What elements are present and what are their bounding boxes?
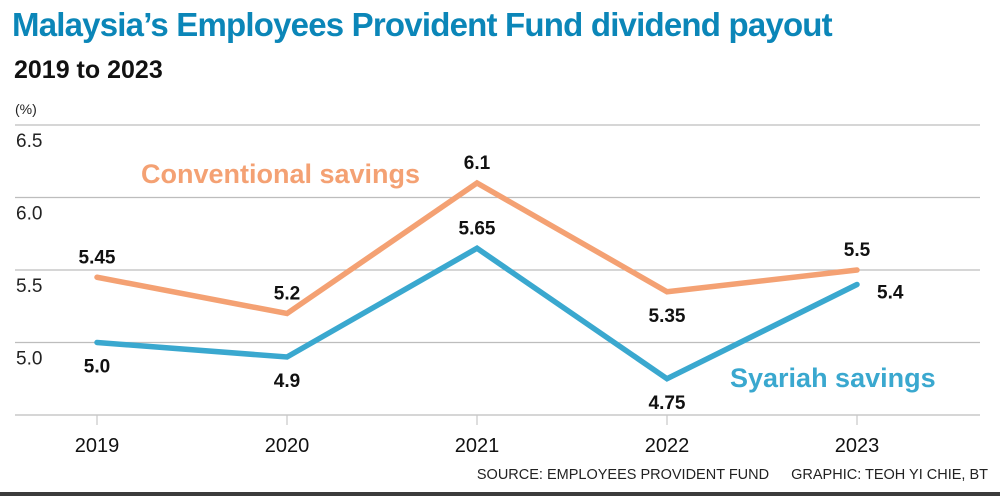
y-tick-label: 5.0 (16, 349, 42, 370)
y-tick-label: 6.5 (16, 131, 42, 152)
data-label: 5.5 (844, 240, 871, 261)
data-label: 5.35 (649, 306, 686, 327)
x-axis-ticks: 2019 2020 2021 2022 2023 (75, 415, 880, 457)
legend-label-conventional: Conventional savings (141, 159, 420, 189)
x-tick-label: 2022 (645, 435, 690, 457)
series-lines (94, 179, 860, 382)
source-credit: SOURCE: EMPLOYEES PROVIDENT FUND GRAPHIC… (459, 467, 988, 483)
source-text: SOURCE: EMPLOYEES PROVIDENT FUND (476, 467, 770, 483)
x-tick-label: 2021 (455, 435, 500, 457)
legend-labels: Conventional savings Syariah savings (141, 159, 936, 393)
x-tick-label: 2019 (75, 435, 120, 457)
data-label: 5.0 (84, 357, 110, 378)
bottom-rule (0, 492, 1000, 496)
y-tick-label: 6.0 (16, 204, 42, 225)
chart-title: Malaysia’s Employees Provident Fund divi… (12, 6, 833, 43)
data-label: 5.4 (877, 283, 904, 304)
data-label: 4.75 (649, 393, 686, 414)
series-line-conventional (94, 179, 860, 317)
data-labels: 5.45 5.2 6.1 5.35 5.5 5.0 4.9 5.65 4.75 5.4 (79, 153, 904, 414)
legend-label-syariah: Syariah savings (730, 363, 936, 393)
x-tick-label: 2020 (265, 435, 310, 457)
data-label: 5.65 (459, 218, 496, 239)
graphic-credit: GRAPHIC: TEOH YI CHIE, BT (791, 467, 988, 483)
chart-subtitle: 2019 to 2023 (14, 56, 163, 84)
data-label: 5.2 (274, 284, 300, 305)
y-tick-label: 5.5 (16, 276, 42, 297)
x-tick-label: 2023 (835, 435, 880, 457)
y-axis-unit-label: (%) (15, 101, 37, 117)
data-label: 6.1 (464, 153, 491, 174)
y-axis-ticks: 5.0 5.5 6.0 6.5 (16, 131, 42, 370)
series-line-syariah (94, 245, 860, 382)
data-label: 4.9 (274, 371, 300, 392)
data-label: 5.45 (79, 247, 116, 268)
